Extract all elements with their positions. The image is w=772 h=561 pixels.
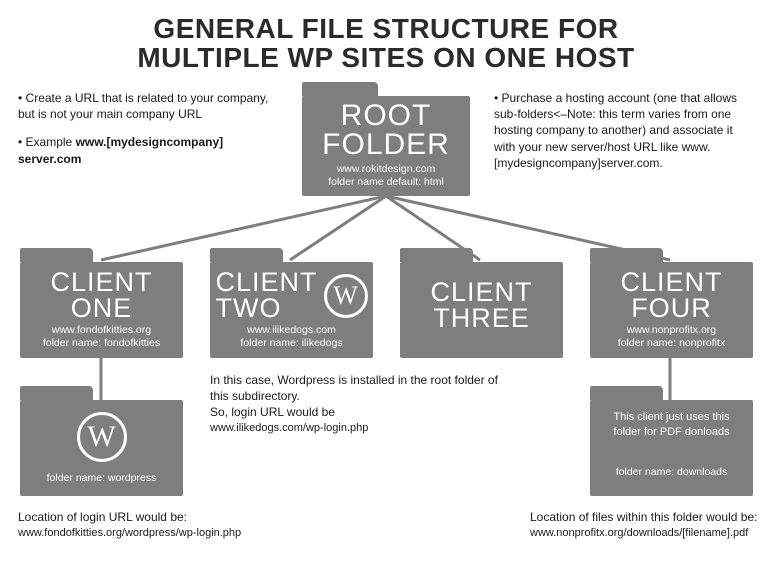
caption-right-l1: Location of files within this folder wou… xyxy=(530,510,770,526)
client-one-folder: CLIENT ONE www.fondofkitties.org folder … xyxy=(20,262,183,358)
wordpress-subfolder-icon-wrap: W xyxy=(20,412,183,462)
caption-left: Location of login URL would be: www.fond… xyxy=(18,510,318,540)
downloads-subfolder-note: This client just uses this folder for PD… xyxy=(600,410,743,440)
caption-left-l2: www.fondofkitties.org/wordpress/wp-login… xyxy=(18,526,318,540)
left-info-text: • Create a URL that is related to your c… xyxy=(18,90,278,167)
caption-right-l2: www.nonprofitx.org/downloads/[filename].… xyxy=(530,526,770,540)
client-three-title: CLIENT THREE xyxy=(400,280,563,331)
client-four-sub: www.nonprofitx.org folder name: nonprofi… xyxy=(590,324,753,350)
title-line2: MULTIPLE WP SITES ON ONE HOST xyxy=(137,42,634,73)
client-four-folder: CLIENT FOUR www.nonprofitx.org folder na… xyxy=(590,262,753,358)
left-info-p2: • Example www.[mydesigncompany] server.c… xyxy=(18,134,278,166)
root-folder: ROOT FOLDER www.rokitdesign.com folder n… xyxy=(302,96,470,196)
caption-right: Location of files within this folder wou… xyxy=(530,510,770,540)
wordpress-icon: W xyxy=(324,274,368,318)
right-info-p1: • Purchase a hosting account (one that a… xyxy=(494,90,756,171)
client-two-note: In this case, Wordpress is installed in … xyxy=(210,372,510,435)
wordpress-icon: W xyxy=(77,412,127,462)
downloads-subfolder-label: folder name: downloads xyxy=(600,466,743,479)
client-four-title: CLIENT FOUR xyxy=(590,270,753,321)
client-two-note-l2: So, login URL would be xyxy=(210,404,510,420)
left-info-p1: • Create a URL that is related to your c… xyxy=(18,90,278,122)
downloads-subfolder: This client just uses this folder for PD… xyxy=(590,400,753,496)
title-line1: GENERAL FILE STRUCTURE FOR xyxy=(153,13,618,44)
client-one-title: CLIENT ONE xyxy=(20,270,183,321)
client-two-sub: www.ilikedogs.com folder name: ilikedogs xyxy=(210,324,373,350)
client-three-folder: CLIENT THREE xyxy=(400,262,563,358)
client-two-note-l3: www.ilikedogs.com/wp-login.php xyxy=(210,421,510,436)
right-info-text: • Purchase a hosting account (one that a… xyxy=(494,90,756,171)
caption-left-l1: Location of login URL would be: xyxy=(18,510,318,526)
wordpress-subfolder-label: folder name: wordpress xyxy=(20,472,183,485)
client-two-note-l1: In this case, Wordpress is installed in … xyxy=(210,372,510,404)
client-two-folder: CLIENT TWO W www.ilikedogs.com folder na… xyxy=(210,262,373,358)
client-one-sub: www.fondofkitties.org folder name: fondo… xyxy=(20,324,183,350)
root-folder-title: ROOT FOLDER xyxy=(302,102,470,159)
page-title: GENERAL FILE STRUCTURE FOR MULTIPLE WP S… xyxy=(0,0,772,73)
wordpress-subfolder: W folder name: wordpress xyxy=(20,400,183,496)
root-folder-sub: www.rokitdesign.com folder name default:… xyxy=(302,163,470,189)
client-two-title-row: CLIENT TWO W xyxy=(210,270,373,321)
